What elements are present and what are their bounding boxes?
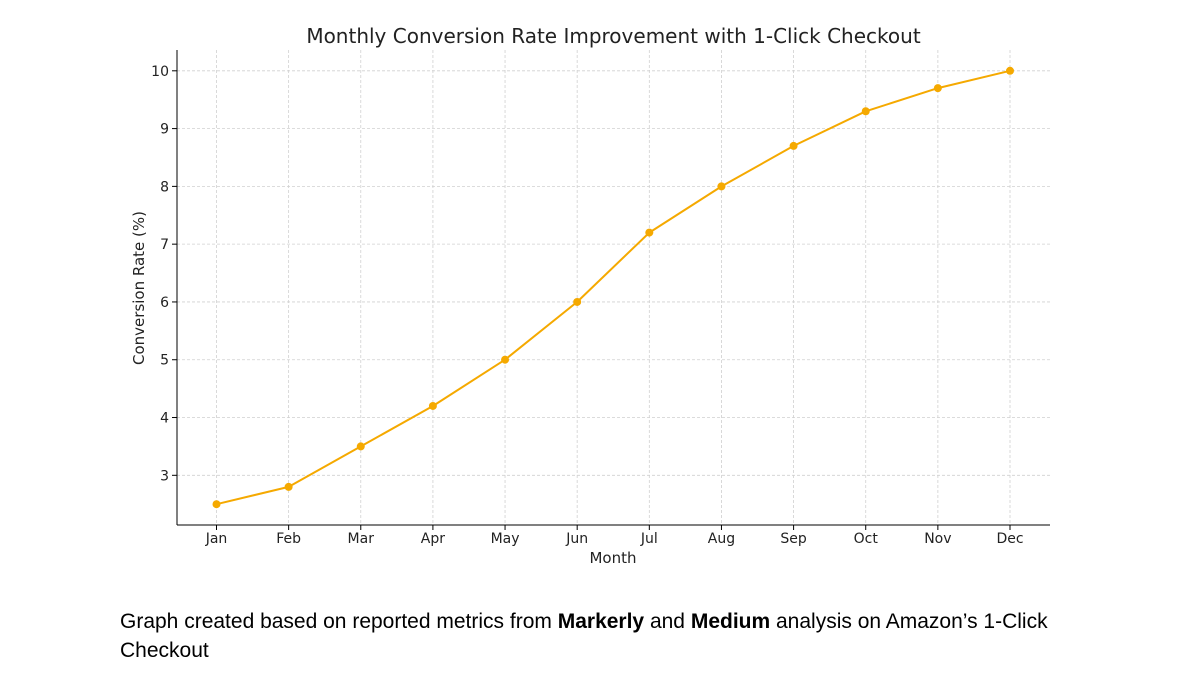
y-tick-label: 9 bbox=[160, 122, 169, 138]
x-tick-label: Mar bbox=[348, 531, 375, 547]
chart-axes bbox=[176, 50, 1050, 526]
y-tick-label: 6 bbox=[160, 295, 169, 311]
x-tick-label: Jun bbox=[565, 531, 588, 547]
conversion-series bbox=[212, 66, 1014, 509]
y-tick-label: 4 bbox=[160, 411, 169, 427]
x-tick-label: Oct bbox=[854, 531, 879, 547]
x-tick-label: Feb bbox=[276, 531, 301, 547]
x-axis-label: Month bbox=[589, 549, 636, 567]
caption-prefix: Graph created based on reported metrics … bbox=[120, 610, 558, 633]
y-axis-label: Conversion Rate (%) bbox=[130, 211, 148, 365]
data-point bbox=[789, 141, 798, 150]
data-point bbox=[573, 297, 582, 306]
x-tick-label: Apr bbox=[421, 531, 445, 547]
data-point bbox=[717, 182, 726, 191]
data-point bbox=[645, 228, 654, 237]
x-ticks: Jan Feb Mar Apr May Jun Jul Aug Sep Oct Nov Dec bbox=[205, 525, 1024, 547]
chart-title: Monthly Conversion Rate Improvement with… bbox=[306, 24, 921, 48]
chart-grid bbox=[177, 50, 1050, 525]
data-point bbox=[284, 482, 293, 491]
y-tick-label: 5 bbox=[160, 353, 169, 369]
x-tick-label: Dec bbox=[996, 531, 1023, 547]
x-tick-label: Jul bbox=[640, 531, 658, 547]
y-ticks: 3 4 5 6 7 8 9 10 bbox=[151, 64, 177, 484]
data-point bbox=[356, 442, 365, 451]
x-tick-label: Nov bbox=[924, 531, 951, 547]
chart-caption: Graph created based on reported metrics … bbox=[120, 607, 1080, 665]
caption-source-markerly: Markerly bbox=[557, 610, 645, 633]
caption-suffix: analysis on Amazon’s 1-Click Checkout bbox=[120, 610, 1048, 662]
conversion-rate-chart: 3 4 5 6 7 8 9 10 Jan Feb Mar Apr May Jun Jul Aug Sep Oct… bbox=[130, 24, 1050, 567]
y-tick-label: 8 bbox=[160, 179, 169, 195]
data-point bbox=[428, 401, 437, 410]
y-tick-label: 10 bbox=[151, 64, 169, 80]
data-point bbox=[212, 500, 221, 509]
x-tick-label: Jan bbox=[205, 531, 228, 547]
x-tick-label: Sep bbox=[780, 531, 807, 547]
y-tick-label: 7 bbox=[160, 237, 169, 253]
data-point bbox=[1006, 66, 1014, 75]
series-line bbox=[216, 69, 1011, 506]
data-point bbox=[861, 107, 870, 116]
y-tick-label: 3 bbox=[160, 468, 169, 484]
x-tick-label: Aug bbox=[708, 531, 735, 547]
caption-middle: and bbox=[644, 610, 691, 633]
caption-source-medium: Medium bbox=[690, 610, 771, 633]
x-tick-label: May bbox=[491, 531, 520, 547]
data-point bbox=[501, 355, 510, 364]
data-point bbox=[933, 84, 942, 93]
